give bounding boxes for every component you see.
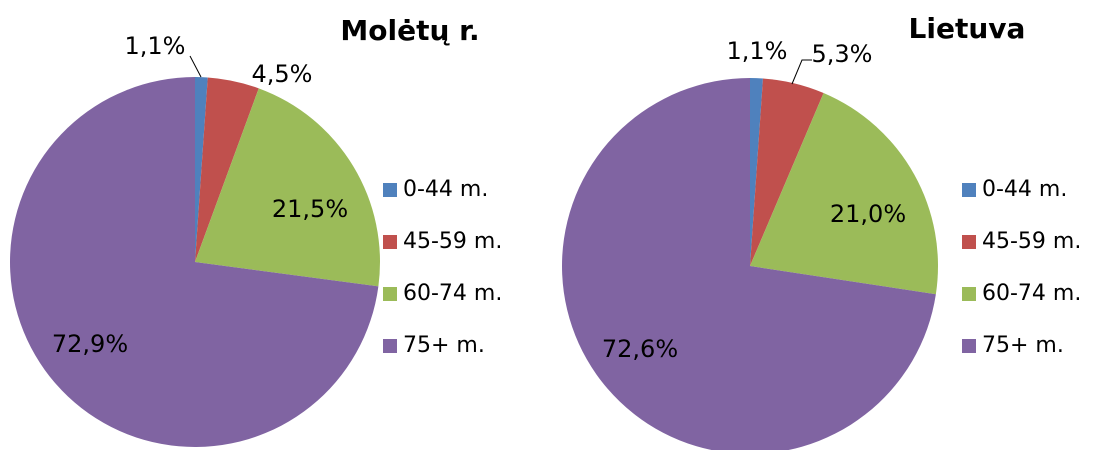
pie-slice (562, 78, 936, 450)
legend-swatch (383, 339, 397, 353)
leader-line (189, 55, 202, 78)
legend-swatch (962, 339, 976, 353)
data-label: 4,5% (252, 60, 313, 88)
legend-swatch (962, 235, 976, 249)
data-label: 5,3% (812, 40, 873, 68)
legend-label: 75+ m. (982, 333, 1064, 358)
pie-slice (750, 92, 938, 295)
chart-title: Molėtų r. (340, 14, 479, 47)
pie-slice (195, 88, 380, 287)
legend-label: 0-44 m. (403, 177, 488, 202)
data-label: 1,1% (727, 37, 788, 65)
pie-slice (195, 77, 208, 262)
chart-title: Lietuva (909, 12, 1026, 45)
pie-slice (195, 77, 259, 263)
pie-slice (750, 78, 824, 266)
legend-swatch (383, 235, 397, 249)
legend-label: 0-44 m. (982, 177, 1067, 202)
leader-line (791, 59, 812, 85)
legend-label: 45-59 m. (982, 229, 1081, 254)
data-label: 1,1% (125, 32, 186, 60)
legend-label: 75+ m. (403, 333, 485, 358)
pie-slice (10, 77, 379, 448)
pie-slice (750, 78, 763, 266)
legend-label: 60-74 m. (403, 281, 502, 306)
data-label: 21,5% (272, 195, 348, 223)
legend-swatch (383, 287, 397, 301)
legend-swatch (383, 183, 397, 197)
data-label: 72,9% (52, 330, 128, 358)
legend-swatch (962, 183, 976, 197)
data-label: 21,0% (830, 200, 906, 228)
legend-swatch (962, 287, 976, 301)
legend-label: 45-59 m. (403, 229, 502, 254)
legend-label: 60-74 m. (982, 281, 1081, 306)
data-label: 72,6% (602, 335, 678, 363)
